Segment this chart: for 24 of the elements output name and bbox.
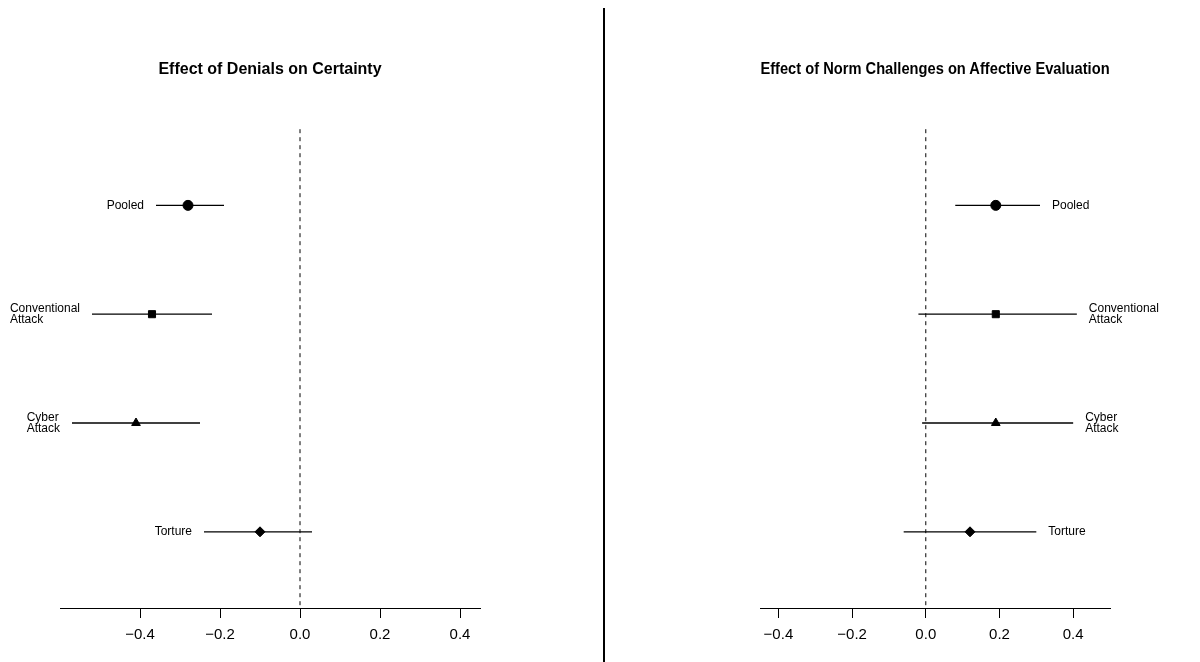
chart-title: Effect of Denials on Certainty [158, 60, 382, 78]
y-tick-label: Torture [154, 524, 193, 539]
x-tick-label: 0.4 [449, 625, 471, 643]
y-tick-label: Conventional Attack [1088, 301, 1159, 326]
y-tick-label: Conventional Attack [9, 301, 81, 326]
x-tick-label: 0.0 [289, 625, 311, 643]
y-tick-label: Pooled [1052, 197, 1090, 212]
x-tick-label: 0.4 [1062, 625, 1084, 643]
y-tick-label: Torture [1048, 524, 1086, 539]
y-tick-label: Cyber Attack [26, 409, 61, 435]
x-tick-label: −0.2 [205, 625, 235, 643]
chart-title: Effect of Norm Challenges on Affective Evaluation [760, 59, 1110, 78]
x-tick-label: −0.2 [837, 625, 867, 643]
y-tick-label: Cyber Attack [1085, 409, 1120, 435]
x-tick-label: −0.4 [763, 625, 794, 643]
point [254, 526, 266, 538]
x-tick-label: 0.0 [915, 625, 937, 643]
point [147, 310, 157, 319]
x-tick-label: 0.2 [369, 625, 391, 643]
point [131, 417, 141, 427]
y-tick-label: Pooled [106, 197, 144, 212]
x-tick-label: 0.2 [989, 625, 1010, 643]
point [182, 199, 194, 211]
x-tick-label: −0.4 [125, 625, 155, 643]
